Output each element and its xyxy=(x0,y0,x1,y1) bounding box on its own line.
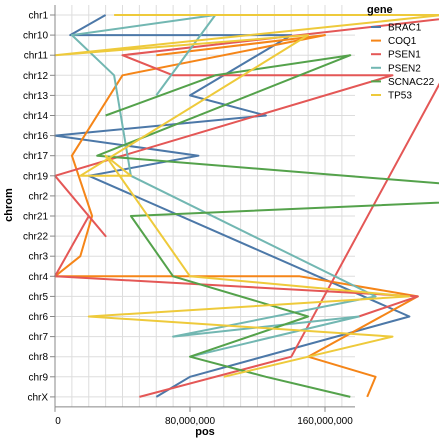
y-tick-label: chr19 xyxy=(23,171,48,182)
y-tick-label: chr14 xyxy=(23,111,48,122)
y-tick-label: chr11 xyxy=(24,51,49,62)
y-tick-label: chr10 xyxy=(23,31,48,42)
y-tick-label: chr9 xyxy=(29,372,49,383)
y-tick-label: chr4 xyxy=(29,272,49,283)
x-tick-label: 160,000,000 xyxy=(297,416,353,427)
y-tick-label: chrX xyxy=(27,392,48,403)
y-tick-label: chr12 xyxy=(23,71,48,82)
legend-label: SCNAC22 xyxy=(388,77,435,88)
y-tick-label: chr3 xyxy=(29,252,49,263)
x-tick-label: 0 xyxy=(55,416,61,427)
x-axis: 0 80,000,000 160,000,000 xyxy=(54,406,355,427)
y-tick-label: chr13 xyxy=(23,91,48,102)
y-tick-label: chr6 xyxy=(29,312,49,323)
legend: gene BRAC1 COQ1 PSEN1 PSEN2 SCNAC22 TP53 xyxy=(367,4,435,102)
legend-label: PSEN2 xyxy=(388,63,421,74)
series-line-scnac22 xyxy=(96,54,439,398)
y-tick-label: chr2 xyxy=(29,191,49,202)
legend-label: TP53 xyxy=(388,91,412,102)
y-tick-label: chr7 xyxy=(29,332,49,343)
lines-layer xyxy=(54,14,439,398)
y-tick-label: chr8 xyxy=(29,352,49,363)
y-tick-label: chr16 xyxy=(23,131,48,142)
y-tick-label: chr5 xyxy=(29,292,49,303)
series-line-psen1 xyxy=(54,18,439,398)
grid-layer xyxy=(54,5,355,407)
y-axis: chr1 chr10 chr11 chr12 chr13 chr14 chr16 chr17 c… xyxy=(23,5,56,407)
series-line-tp53 xyxy=(54,14,439,378)
legend-label: BRAC1 xyxy=(388,23,422,34)
y-tick-label: chr21 xyxy=(23,212,48,223)
legend-title: gene xyxy=(367,4,393,16)
y-tick-label: chr17 xyxy=(23,151,48,162)
y-tick-label: chr1 xyxy=(29,11,49,22)
legend-label: PSEN1 xyxy=(388,50,421,61)
y-tick-label: chr22 xyxy=(23,232,48,243)
x-axis-title: pos xyxy=(195,426,215,438)
legend-label: COQ1 xyxy=(388,36,417,47)
y-axis-title: chrom xyxy=(3,188,15,222)
x-tick-label: 80,000,000 xyxy=(165,416,215,427)
